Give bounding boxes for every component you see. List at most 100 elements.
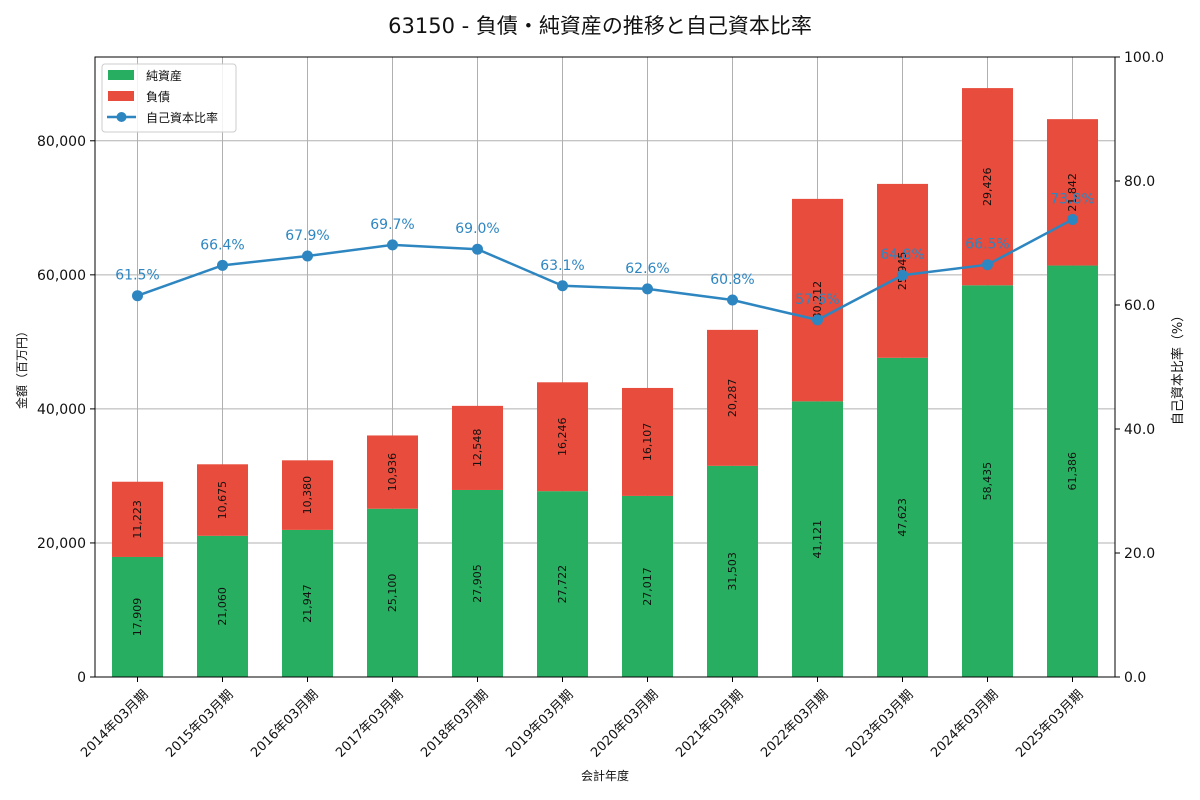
ratio-line: [137, 218, 1074, 322]
legend-label-liabilities: 負債: [146, 89, 170, 104]
bar-net-assets: [707, 465, 758, 677]
bar-label-liabilities: 29,426: [981, 167, 994, 206]
bar-net-assets: [112, 556, 163, 677]
bar-label-liabilities: 10,380: [301, 476, 314, 515]
bar-net-assets: [367, 508, 418, 677]
ratio-label: 63.1%: [540, 258, 584, 274]
bar-net-assets: [877, 357, 928, 677]
y2-tick-label: 0.0: [1124, 670, 1146, 686]
ratio-label: 67.9%: [285, 228, 329, 244]
bar-label-net-assets: 58,435: [981, 462, 994, 501]
bar-label-net-assets: 27,905: [471, 564, 484, 603]
bar-net-assets: [792, 401, 843, 677]
bar-label-liabilities: 10,936: [386, 453, 399, 492]
ratio-label: 69.7%: [370, 217, 414, 233]
ratio-marker: [1067, 213, 1078, 225]
chart-title: 63150 - 負債・純資産の推移と自己資本比率: [388, 14, 812, 38]
y-tick-label: 80,000: [37, 134, 86, 150]
legend: 純資産 負債 自己資本比率: [101, 63, 237, 133]
right-axis: 0.0 20.0 40.0 60.0 80.0 100.0: [1115, 50, 1164, 686]
x-tick-label: 2023年03月期: [843, 687, 916, 760]
bar-liabilities: [367, 435, 418, 509]
legend-label-ratio: 自己資本比率: [146, 110, 218, 125]
y-tick-label: 40,000: [37, 402, 86, 418]
bar-liabilities: [197, 464, 248, 536]
legend-label-net-assets: 純資産: [146, 68, 182, 83]
ratio-marker: [472, 243, 483, 255]
x-tick-label: 2015年03月期: [163, 687, 236, 760]
y2-tick-label: 80.0: [1124, 174, 1155, 190]
x-tick-label: 2014年03月期: [78, 687, 151, 760]
left-axis: 0 20,000 40,000 60,000 80,000: [37, 134, 95, 686]
ratio-marker: [387, 239, 398, 251]
ratio-label: 57.6%: [795, 292, 839, 308]
ratio-marker: [302, 250, 313, 262]
ratio-marker: [897, 269, 908, 281]
bar-liabilities: [537, 382, 588, 492]
legend-box: [101, 63, 237, 133]
ratio-marker: [727, 294, 738, 306]
bar-label-liabilities: 16,107: [641, 423, 654, 462]
ratio-marker: [557, 280, 568, 292]
y2-axis-label: 自己資本比率（%）: [1170, 309, 1186, 425]
bar-liabilities: [112, 481, 163, 557]
x-tick-label: 2016年03月期: [248, 687, 321, 760]
ratio-marker: [642, 283, 653, 295]
legend-swatch-liabilities: [108, 91, 134, 101]
bar-liabilities: [1047, 119, 1098, 266]
bar-label-liabilities: 30,212: [811, 281, 824, 320]
ratio-line-layer: 61.5% 66.4% 67.9% 69.7% 69.0% 63.1% 62.6% 60.8%…: [115, 191, 1095, 326]
legend-swatch-net-assets: [108, 70, 134, 80]
bar-label-liabilities: 20,287: [726, 379, 739, 418]
x-axis: 2014年03月期 2015年03月期 2016年03月期 2017年03月期 2018…: [78, 677, 1087, 761]
x-tick-label: 2019年03月期: [503, 687, 576, 760]
ratio-marker: [217, 259, 228, 271]
bar-liabilities: [792, 198, 843, 402]
bar-liabilities: [282, 460, 333, 530]
x-tick-label: 2022年03月期: [758, 687, 831, 760]
bar-label-liabilities: 11,223: [131, 500, 144, 539]
bar-net-assets: [452, 489, 503, 677]
plot-frame: [94, 56, 1116, 678]
y-tick-label: 0: [77, 670, 86, 686]
y2-tick-label: 100.0: [1124, 50, 1164, 66]
ratio-marker: [812, 314, 823, 326]
bar-label-net-assets: 17,909: [131, 598, 144, 637]
bar-label-liabilities: 10,675: [216, 481, 229, 520]
bar-net-assets: [197, 535, 248, 677]
ratio-label: 73.8%: [1050, 191, 1094, 207]
bar-label-liabilities: 12,548: [471, 429, 484, 468]
bar-label-net-assets: 61,386: [1066, 452, 1079, 491]
bar-net-assets: [622, 495, 673, 677]
bar-liabilities: [707, 329, 758, 466]
bar-liabilities: [962, 88, 1013, 286]
bar-net-assets: [1047, 265, 1098, 677]
bar-label-net-assets: 25,100: [386, 574, 399, 613]
y-tick-label: 20,000: [37, 536, 86, 552]
bar-label-net-assets: 47,623: [896, 498, 909, 537]
bar-label-net-assets: 41,121: [811, 520, 824, 559]
x-tick-label: 2025年03月期: [1013, 687, 1086, 760]
bar-label-net-assets: 31,503: [726, 552, 739, 591]
x-tick-label: 2020年03月期: [588, 687, 661, 760]
bar-label-liabilities: 16,246: [556, 417, 569, 456]
bar-net-assets: [962, 285, 1013, 677]
x-tick-label: 2017年03月期: [333, 687, 406, 760]
x-tick-label: 2018年03月期: [418, 687, 491, 760]
x-tick-label: 2021年03月期: [673, 687, 746, 760]
bar-label-net-assets: 21,947: [301, 584, 314, 623]
y-tick-label: 60,000: [37, 268, 86, 284]
bar-value-labels: 17,909 11,223 21,060 10,675 21,947 10,380 25,1…: [131, 167, 1079, 636]
legend-marker-ratio: [116, 112, 127, 122]
x-tick-label: 2024年03月期: [928, 687, 1001, 760]
bar-label-net-assets: 27,722: [556, 565, 569, 604]
ratio-label: 61.5%: [115, 268, 159, 284]
ratio-label: 66.5%: [965, 237, 1009, 253]
y2-tick-label: 40.0: [1124, 422, 1155, 438]
bar-liabilities: [622, 387, 673, 496]
bar-label-net-assets: 27,017: [641, 567, 654, 606]
bar-label-net-assets: 21,060: [216, 587, 229, 626]
ratio-label: 69.0%: [455, 221, 499, 237]
y2-tick-label: 60.0: [1124, 298, 1155, 314]
